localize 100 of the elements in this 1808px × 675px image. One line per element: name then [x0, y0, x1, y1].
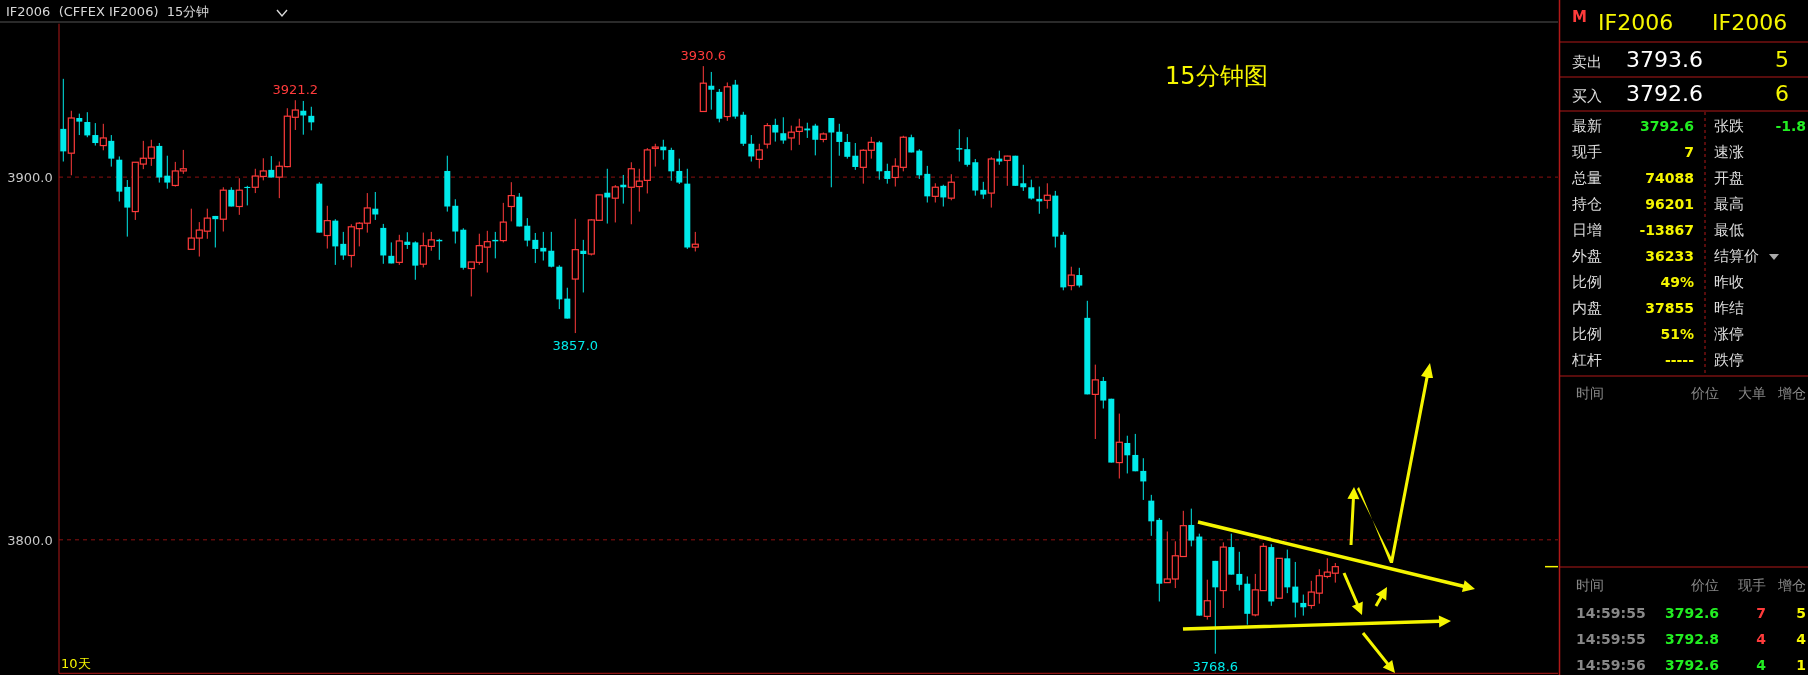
candlestick — [99, 123, 107, 151]
candlestick — [1091, 364, 1099, 440]
text: 现手 — [1572, 143, 1602, 161]
candlestick — [164, 155, 171, 190]
text: 4 — [1796, 631, 1807, 647]
text: 5 — [1796, 605, 1806, 621]
candlestick — [1067, 266, 1075, 291]
candlestick — [836, 123, 843, 157]
candlestick — [964, 136, 971, 168]
candlestick — [228, 186, 235, 207]
candlestick — [763, 122, 771, 149]
candlestick — [1124, 435, 1131, 474]
candlestick — [1132, 433, 1139, 472]
text: 14:59:56 — [1576, 657, 1646, 673]
candlestick — [844, 133, 851, 160]
text: 6 — [1775, 81, 1789, 106]
text: 涨停 — [1714, 325, 1744, 343]
candlestick — [1148, 494, 1155, 537]
text: 14:59:55 — [1576, 631, 1646, 647]
candlestick — [1028, 179, 1035, 201]
candlestick — [1203, 579, 1211, 621]
candlestick — [852, 142, 859, 171]
text: 最新 — [1572, 117, 1602, 135]
text: IF2006 — [1712, 10, 1788, 35]
text: 3792.6 — [1664, 657, 1719, 673]
candlestick — [323, 205, 331, 250]
candlestick — [532, 232, 539, 264]
candlestick — [947, 173, 955, 201]
text: 价位 — [1690, 577, 1719, 593]
candlestick — [884, 163, 891, 185]
candlestick — [499, 202, 507, 243]
candlestick — [1140, 457, 1147, 501]
candlestick — [564, 287, 571, 320]
text: IF2006 (CFFEX IF2006) 15分钟 — [6, 4, 210, 19]
text: 最高 — [1714, 195, 1744, 213]
candlestick — [524, 217, 531, 247]
candlestick — [580, 239, 587, 293]
text: 时间 — [1576, 385, 1604, 401]
candlestick — [691, 231, 699, 252]
text: 3792.6 — [1664, 605, 1719, 621]
text: 外盘 — [1572, 247, 1602, 265]
candlestick — [924, 165, 931, 204]
text: 杠杆 — [1571, 351, 1602, 369]
candlestick — [772, 118, 779, 143]
candlestick — [812, 123, 819, 156]
candlestick — [1020, 164, 1027, 192]
text: 时间 — [1576, 577, 1604, 593]
text: 49% — [1660, 274, 1694, 290]
text: 51% — [1660, 326, 1694, 342]
text: 7 — [1756, 605, 1766, 621]
text: 现手 — [1738, 577, 1766, 593]
candlestick — [1115, 413, 1123, 480]
candlestick — [340, 231, 347, 261]
candlestick — [84, 111, 91, 138]
text: M — [1572, 8, 1587, 26]
text: 37855 — [1645, 300, 1694, 316]
text: 增仓 — [1777, 577, 1806, 593]
y-tick-label: 3900.0 — [7, 170, 53, 186]
candlestick — [308, 106, 315, 131]
candlestick — [956, 128, 963, 163]
candlestick — [395, 234, 403, 266]
text: 卖出 — [1572, 53, 1602, 71]
text: 5 — [1775, 47, 1789, 72]
text: 开盘 — [1714, 169, 1744, 187]
text: 昨结 — [1714, 299, 1744, 317]
text: 跌停 — [1714, 351, 1744, 369]
text: 15分钟图 — [1165, 62, 1268, 90]
text: 7 — [1684, 144, 1694, 160]
text: 总量 — [1571, 169, 1602, 187]
candlestick — [676, 158, 683, 185]
candlestick — [1300, 594, 1307, 617]
text: -13867 — [1639, 222, 1694, 238]
text: 日增 — [1572, 221, 1602, 239]
text: 持仓 — [1572, 195, 1602, 213]
candlestick — [1043, 182, 1051, 210]
text: 14:59:55 — [1576, 605, 1646, 621]
candlestick — [1100, 376, 1107, 410]
text: 价位 — [1690, 385, 1719, 401]
candlestick — [108, 134, 115, 168]
annotation: 10天 — [61, 656, 91, 671]
text: 张跌 — [1714, 117, 1744, 135]
text: 4 — [1756, 631, 1767, 647]
y-tick-label: 3800.0 — [7, 532, 53, 548]
annotation: 3921.2 — [272, 82, 319, 98]
candlestick — [60, 78, 67, 163]
text: 1 — [1796, 657, 1806, 673]
text: IF2006 — [1598, 10, 1674, 35]
text: 增仓 — [1777, 385, 1806, 401]
text: ----- — [1664, 352, 1695, 368]
text: 3793.6 — [1626, 47, 1703, 72]
candlestick — [940, 184, 947, 207]
text: 买入 — [1572, 87, 1602, 105]
candlestick — [748, 134, 755, 163]
candlestick — [1236, 551, 1243, 592]
text: 3792.6 — [1639, 118, 1694, 134]
candlestick — [708, 71, 715, 111]
annotation: 3768.6 — [1192, 658, 1239, 674]
text: 4 — [1756, 657, 1767, 673]
text: 大单 — [1738, 385, 1766, 401]
text: 96201 — [1645, 196, 1694, 212]
